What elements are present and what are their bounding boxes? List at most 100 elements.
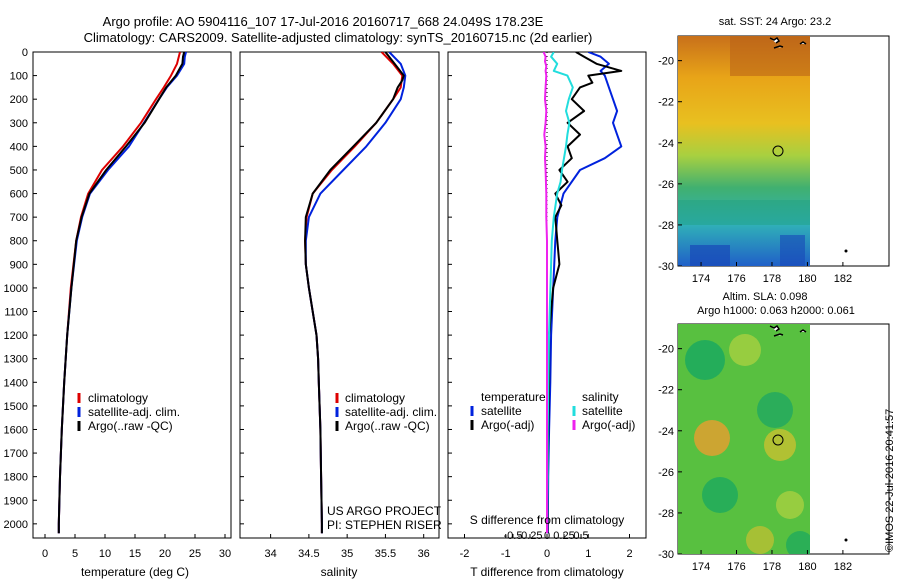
salinity-panel: 34 34.5 35 35.5 36 salinity climatology sate… [239, 51, 442, 579]
x-tick-label: 35.5 [375, 548, 396, 560]
map-x-tick-label: 174 [692, 561, 710, 573]
map-x-tick-label: 182 [834, 273, 852, 285]
depth-tick-label: 400 [10, 141, 28, 153]
map-x-tick-label: 182 [834, 561, 852, 573]
map-y-tick-label: -30 [658, 261, 674, 273]
depth-tick-label: 500 [10, 165, 28, 177]
series-line-s-satellite [546, 52, 574, 534]
legend-label-s-argo: Argo(-adj) [582, 418, 635, 432]
sla-high-blob [729, 334, 761, 366]
temperature-xlabel: temperature (deg C) [81, 565, 189, 579]
map-x-tick-label: 176 [727, 273, 745, 285]
x-tick-label: 25 [189, 548, 201, 560]
depth-tick-label: 700 [10, 212, 28, 224]
map-x-tick-label: 180 [798, 561, 816, 573]
sst-map-title: sat. SST: 24 Argo: 23.2 [719, 16, 832, 28]
sla-map-title-line2: Argo h1000: 0.063 h2000: 0.061 [697, 305, 855, 317]
credit-text: US ARGO PROJECT [327, 504, 442, 518]
x-tick-label: -1 [501, 548, 511, 560]
salinity-ticks: 34 34.5 35 35.5 36 [264, 534, 430, 560]
map-x-tick-label: 180 [798, 273, 816, 285]
map-y-tick-label: -26 [658, 467, 674, 479]
timestamp-text: ©IMOS 22-Jul-2016 20:41:57 [884, 409, 896, 552]
legend-head-salinity: salinity [582, 390, 619, 404]
temperature-panel: 0100200300400500600700800900100011001200… [4, 47, 232, 579]
depth-tick-label: 1100 [4, 307, 28, 319]
depth-tick-label: 1700 [4, 448, 28, 460]
depth-tick-label: 900 [10, 259, 28, 271]
x-tick-label: 0 [544, 548, 550, 560]
s-tick-label: 0 [544, 530, 550, 542]
depth-tick-label: 1500 [4, 401, 28, 413]
depth-tick-label: 1900 [4, 495, 28, 507]
sst-map-panel: sat. SST: 24 Argo: 23.2 174 176 178 180 182 -… [658, 16, 890, 285]
temperature-legend: climatology satellite-adj. clim. Argo(..… [77, 391, 180, 433]
salinity-profiles [304, 52, 407, 534]
sla-low-blob [685, 340, 725, 380]
x-tick-label: 10 [99, 548, 111, 560]
sst-deep-blue-patch-2 [780, 235, 805, 266]
figure-title-line1: Argo profile: AO 5904116_107 17-Jul-2016… [103, 14, 544, 29]
sla-high-blob [694, 420, 730, 456]
x-tick-label: 20 [159, 548, 171, 560]
x-tick-label: -2 [460, 548, 470, 560]
sst-cool-patch [678, 200, 810, 225]
x-tick-label: 34.5 [298, 548, 319, 560]
map-y-tick-label: -26 [658, 179, 674, 191]
x-tick-label: 1 [585, 548, 591, 560]
sla-high-blob [776, 491, 804, 519]
s-tick-label: -0.25 [517, 530, 542, 542]
depth-tick-label: 1600 [4, 424, 28, 436]
t-difference-xlabel: T difference from climatology [470, 565, 624, 579]
depth-tick-label: 800 [10, 236, 28, 248]
depth-tick-label: 300 [10, 118, 28, 130]
depth-tick-label: 1300 [4, 354, 28, 366]
legend-label-t-satellite: satellite [481, 404, 522, 418]
legend-label-argo: Argo(..raw -QC) [345, 419, 430, 433]
sst-field [678, 36, 810, 266]
x-tick-label: 0 [42, 548, 48, 560]
sla-field [678, 324, 810, 554]
temperature-ticks: 0 5 10 15 20 25 30 [42, 534, 231, 560]
depth-ticks [240, 51, 244, 525]
depth-ticks [448, 51, 452, 525]
salinity-axes-box [239, 51, 440, 539]
map-y-tick-label: -28 [658, 220, 674, 232]
map-x-tick-label: 178 [763, 561, 781, 573]
x-tick-label: 36 [418, 548, 430, 560]
island-dot [844, 249, 848, 253]
map-x-tick-label: 174 [692, 273, 710, 285]
s-tick-label: -0.5 [503, 530, 522, 542]
legend-label-argo: Argo(..raw -QC) [88, 419, 173, 433]
s-difference-xlabel: S difference from climatology [470, 513, 625, 527]
x-tick-label: 15 [129, 548, 141, 560]
map-y-tick-label: -28 [658, 508, 674, 520]
x-tick-label: 2 [626, 548, 632, 560]
series-line-argo-raw-qc- [304, 52, 405, 534]
sla-high-blob [746, 526, 774, 554]
depth-tick-label: 600 [10, 189, 28, 201]
sst-map-ticks: 174 176 178 180 182 -20 -22 -24 -26 -28 -30 [658, 56, 852, 285]
legend-label-satellite: satellite-adj. clim. [345, 405, 437, 419]
sla-low-blob [786, 531, 810, 554]
map-y-tick-label: -20 [658, 56, 674, 68]
figure-title-line2: Climatology: CARS2009. Satellite-adjuste… [84, 30, 593, 45]
t-difference-ticks: -2 -1 0 1 2 [460, 534, 633, 560]
depth-tick-label: 2000 [4, 519, 28, 531]
depth-tick-label: 1400 [4, 377, 28, 389]
x-tick-label: 34 [264, 548, 276, 560]
sla-map-title-line1: Altim. SLA: 0.098 [723, 291, 808, 303]
temperature-axes-box [32, 51, 232, 539]
s-tick-label: 0.25 [553, 530, 574, 542]
map-y-tick-label: -20 [658, 344, 674, 356]
sst-deep-blue-patch [690, 245, 730, 266]
sla-low-blob [702, 477, 738, 513]
series-line-argo-raw-qc- [57, 52, 186, 534]
depth-tick-label: 0 [22, 47, 28, 59]
argo-location-marker [772, 434, 784, 446]
island-outline [769, 324, 807, 337]
sst-warm-patch [730, 36, 810, 76]
map-x-tick-label: 178 [763, 273, 781, 285]
salinity-xlabel: salinity [321, 565, 358, 579]
